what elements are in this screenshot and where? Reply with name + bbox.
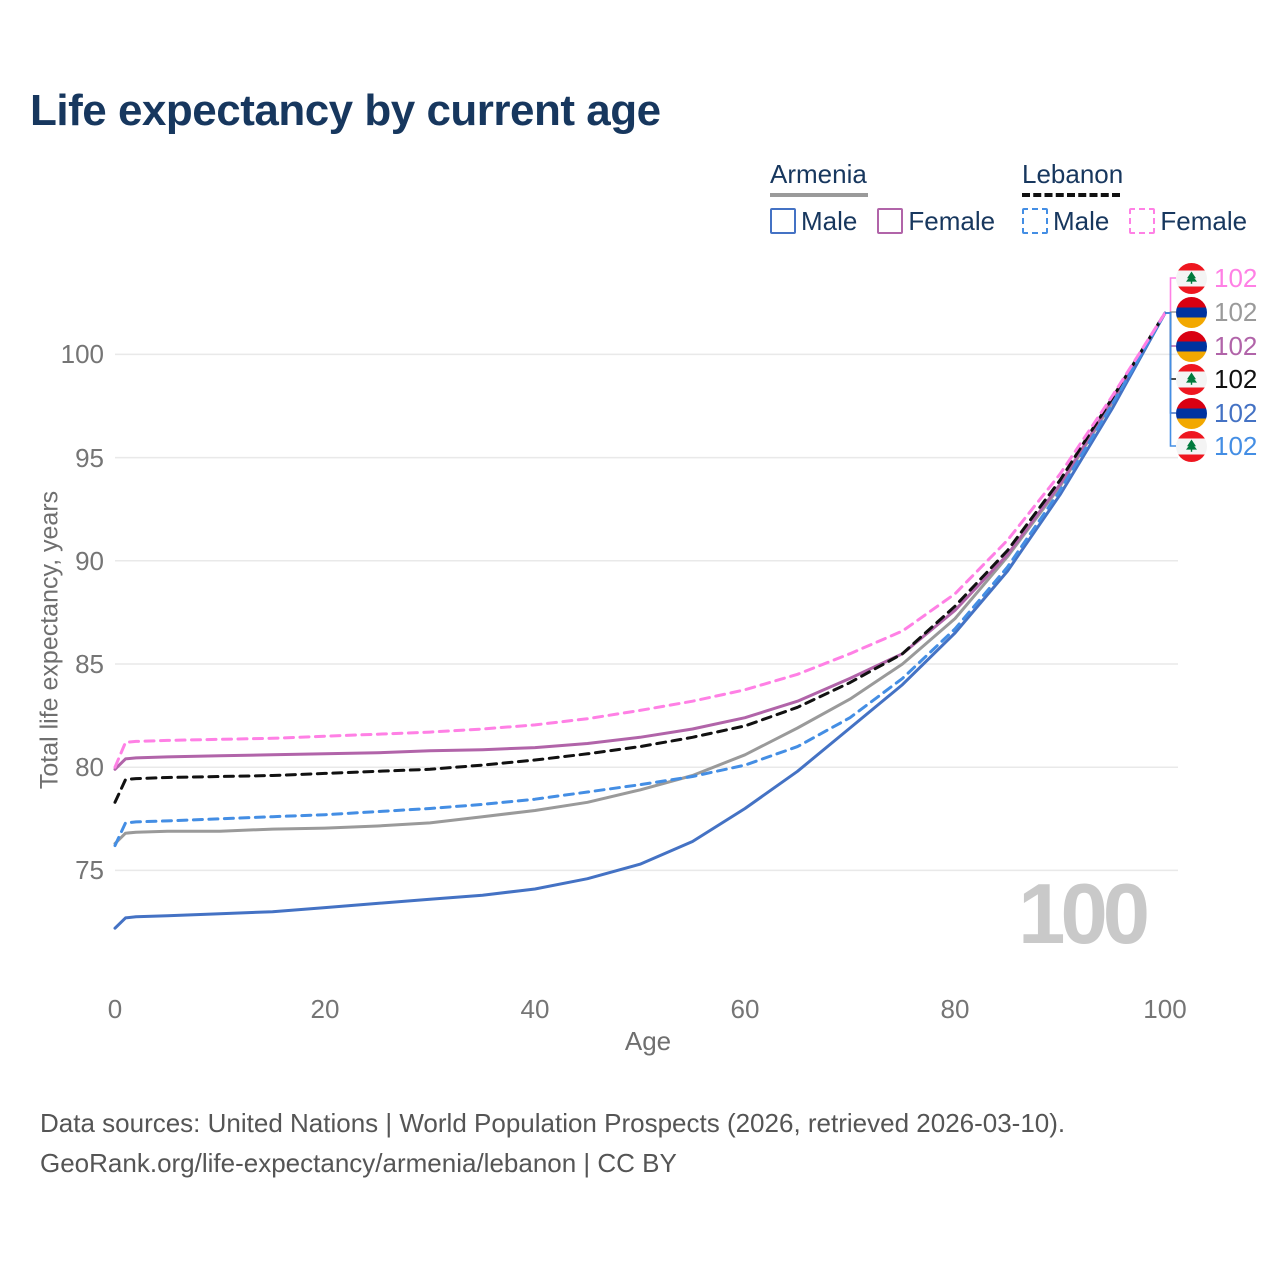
legend-item-label: Male xyxy=(1053,205,1110,236)
legend-item-armenia-female[interactable]: Female xyxy=(877,206,995,237)
end-label-value: 102 xyxy=(1214,363,1258,394)
age-watermark: 100 xyxy=(1018,867,1150,962)
legend-group-armenia: Armenia Male Female xyxy=(770,160,1015,237)
series-line-lebanon-male xyxy=(113,311,1167,848)
legend-item-lebanon-female[interactable]: Female xyxy=(1129,206,1247,237)
end-label-row: 102 xyxy=(1176,262,1257,294)
solid-swatch-icon xyxy=(877,208,904,235)
armenia-flag-icon xyxy=(1176,397,1207,429)
x-tick-label: 60 xyxy=(730,994,760,1024)
dashed-swatch-icon xyxy=(1022,208,1048,235)
y-tick-label: 100 xyxy=(60,339,104,369)
leader-line xyxy=(1165,277,1176,314)
footer-data-sources: Data sources: United Nations | World Pop… xyxy=(40,1108,1066,1138)
legend-group-armenia-title[interactable]: Armenia xyxy=(770,159,867,189)
dashed-swatch-icon xyxy=(1129,208,1156,235)
lebanon-dashed-line-key xyxy=(1022,192,1120,197)
series-line-lebanon-female xyxy=(113,311,1167,769)
end-label-row: 102 xyxy=(1176,296,1257,328)
solid-swatch-icon xyxy=(770,208,796,235)
end-label-value: 102 xyxy=(1214,296,1258,327)
y-tick-label: 75 xyxy=(75,855,104,885)
y-tick-label: 85 xyxy=(75,649,104,679)
legend-group-lebanon-title[interactable]: Lebanon xyxy=(1022,159,1124,189)
y-tick-label: 90 xyxy=(75,546,104,576)
end-label-row: 102 xyxy=(1176,363,1257,395)
series-line-armenia-female xyxy=(113,311,1167,771)
y-tick-label: 80 xyxy=(75,752,104,782)
legend-item-armenia-male[interactable]: Male xyxy=(770,206,857,237)
series-line-armenia xyxy=(113,311,1167,846)
y-axis-title: Total life expectancy, years xyxy=(35,490,64,790)
legend-item-label: Male xyxy=(801,205,858,236)
x-tick-label: 20 xyxy=(310,994,340,1024)
lebanon-flag-icon xyxy=(1176,430,1207,462)
legend-item-lebanon-male[interactable]: Male xyxy=(1022,206,1109,237)
lebanon-flag-icon xyxy=(1176,363,1207,395)
end-label-value: 102 xyxy=(1214,397,1258,428)
armenia-flag-icon xyxy=(1176,330,1207,362)
end-label-row: 102 xyxy=(1176,397,1257,429)
end-label-value: 102 xyxy=(1214,330,1258,361)
series-line-armenia-male xyxy=(113,311,1167,930)
lebanon-flag-icon xyxy=(1176,262,1207,294)
end-label-value: 102 xyxy=(1214,262,1258,293)
end-label-row: 102 xyxy=(1176,330,1257,362)
x-tick-label: 80 xyxy=(940,994,970,1024)
x-tick-label: 40 xyxy=(520,994,550,1024)
x-tick-label: 0 xyxy=(107,994,123,1024)
end-label-value: 102 xyxy=(1214,430,1258,461)
end-label-row: 102 xyxy=(1176,430,1257,462)
footer-attribution: GeoRank.org/life-expectancy/armenia/leba… xyxy=(40,1148,677,1178)
x-axis-title: Age xyxy=(624,1026,672,1056)
legend-item-label: Female xyxy=(1160,205,1248,236)
legend-item-label: Female xyxy=(908,205,996,236)
x-tick-label: 100 xyxy=(1143,994,1187,1024)
series-line-lebanon xyxy=(113,311,1167,804)
leader-line xyxy=(1165,312,1176,447)
y-tick-label: 95 xyxy=(75,443,104,473)
legend-group-lebanon: Lebanon Male Female xyxy=(1022,160,1267,237)
page-title: Life expectancy by current age xyxy=(30,86,661,135)
armenia-flag-icon xyxy=(1176,296,1207,328)
armenia-solid-line-key xyxy=(770,192,868,197)
